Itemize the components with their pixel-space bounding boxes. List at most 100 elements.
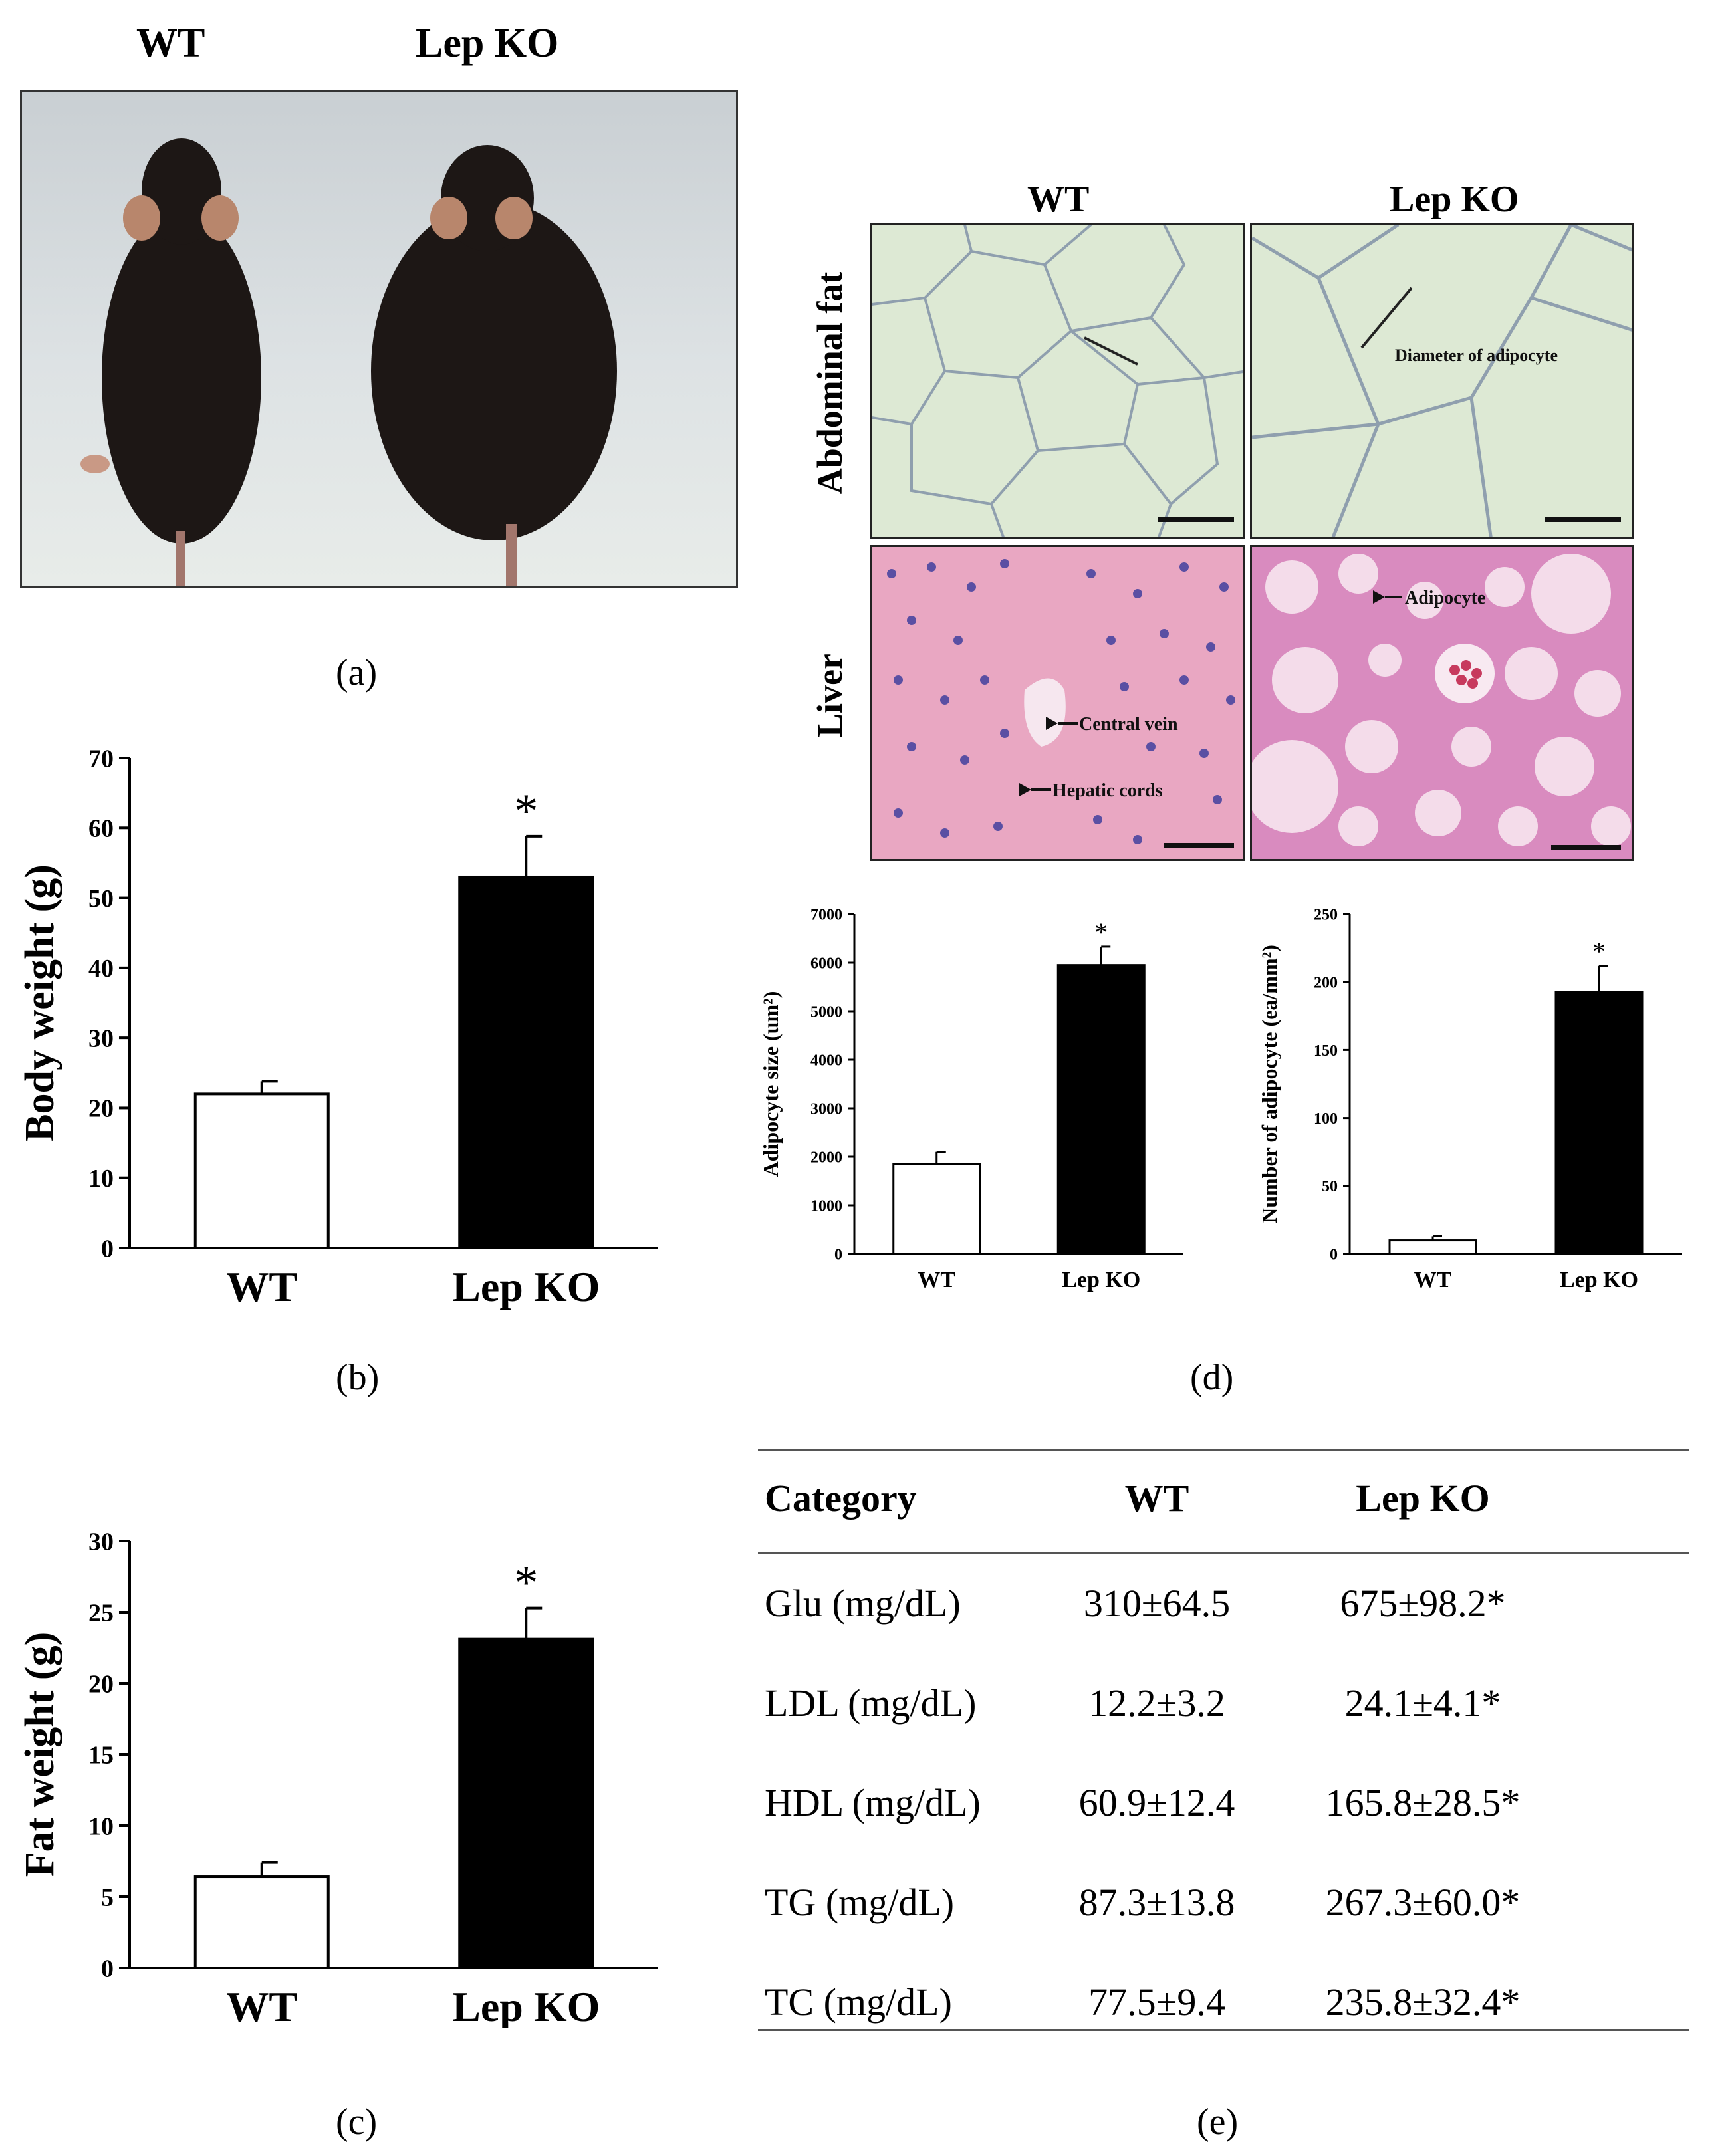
- bar-lep-ko: [458, 1637, 594, 1969]
- nucleus-dot: [1133, 589, 1142, 598]
- wt-mouse: [80, 138, 261, 586]
- annotation-diameter: Diameter of adipocyte: [1395, 346, 1558, 365]
- y-tick-label: 50: [1322, 1178, 1338, 1195]
- ko-mouse: [371, 145, 617, 586]
- table-cell: 24.1±4.1*: [1344, 1681, 1501, 1725]
- wt-fat-cells: [872, 225, 1243, 537]
- category-label: Lep KO: [1062, 1268, 1140, 1292]
- table-cell: 310±64.5: [1083, 1582, 1231, 1625]
- nucleus-dot: [1226, 695, 1235, 705]
- table-row-label: TC (mg/dL): [765, 1980, 952, 2024]
- bar-wt: [193, 1092, 330, 1249]
- panel-d-ko-label: Lep KO: [1390, 179, 1519, 220]
- chart-d1: 0 1000 2000 3000 4000 5000 6000 7000 WT * Lep KO Ad…: [759, 906, 1183, 1292]
- panel-a-wt-label: WT: [136, 21, 205, 66]
- category-label: Lep KO: [1560, 1268, 1638, 1292]
- significance-star: *: [514, 784, 538, 838]
- nucleus-dot: [967, 582, 976, 592]
- y-tick-label: 70: [88, 745, 114, 773]
- caption-e: (e): [1197, 2101, 1239, 2143]
- y-tick-label: 0: [101, 1955, 114, 1982]
- table-cell: 235.8±32.4*: [1325, 1980, 1521, 2024]
- bar-wt: [1388, 1239, 1477, 1255]
- nucleus-dot: [1000, 559, 1009, 568]
- nucleus-dot: [960, 755, 969, 765]
- bar-lep-ko: [1554, 991, 1644, 1255]
- bar-wt: [193, 1875, 330, 1969]
- panel-a-ko-label: Lep KO: [416, 21, 559, 66]
- nucleus-dot: [1086, 569, 1096, 578]
- y-axis-label: Adipocyte size (um²): [759, 991, 783, 1177]
- nucleus-dot: [887, 569, 896, 578]
- nucleus-dot: [993, 822, 1003, 831]
- row-label-liver: Liver: [810, 654, 850, 737]
- caption-b: (b): [336, 1357, 380, 1398]
- micrograph-wt-liver: Central vein Hepatic cords: [870, 545, 1245, 861]
- y-tick-label: 25: [88, 1599, 114, 1627]
- nucleus-dot: [1213, 795, 1222, 804]
- y-tick-label: 150: [1314, 1042, 1338, 1060]
- wt-liver-cells: Central vein Hepatic cords: [887, 559, 1235, 848]
- nucleus-dot: [1160, 629, 1169, 638]
- table-header-rule: [758, 1552, 1689, 1554]
- nucleus-dot: [1000, 729, 1009, 738]
- nucleus-dot: [1106, 636, 1116, 645]
- nucleus-dot: [940, 828, 949, 838]
- category-label: WT: [918, 1268, 955, 1292]
- y-tick-label: 4000: [810, 1052, 842, 1069]
- nucleus-dot: [1093, 815, 1102, 824]
- y-tick-label: 200: [1314, 975, 1338, 992]
- y-tick-label: 5: [101, 1883, 114, 1911]
- table-row-label: LDL (mg/dL): [765, 1681, 977, 1725]
- category-label: Lep KO: [452, 1263, 600, 1310]
- table-row-label: HDL (mg/dL): [765, 1781, 981, 1824]
- y-tick-label: 30: [88, 1528, 114, 1556]
- y-tick-label: 0: [1330, 1246, 1338, 1263]
- nucleus-dot: [980, 675, 989, 685]
- table-bottom-rule: [758, 2029, 1689, 2031]
- bar-lep-ko: [458, 875, 594, 1249]
- table-cell: 267.3±60.0*: [1325, 1881, 1521, 1924]
- table-header-cell: Category: [765, 1477, 917, 1520]
- annotation-central-vein: Central vein: [1079, 714, 1178, 735]
- y-axis-label: Number of adipocyte (ea/mm²): [1257, 945, 1281, 1223]
- y-tick-label: 0: [834, 1246, 842, 1263]
- nucleus-dot: [927, 562, 936, 572]
- y-axis-label: Body weight (g): [17, 864, 62, 1141]
- y-tick-label: 20: [88, 1095, 114, 1123]
- y-tick-label: 40: [88, 955, 114, 983]
- significance-star: *: [514, 1556, 538, 1610]
- mouse-photo: [20, 90, 738, 588]
- table-row-label: Glu (mg/dL): [765, 1582, 961, 1625]
- table-header-cell: Lep KO: [1356, 1477, 1490, 1520]
- bar-wt: [892, 1163, 981, 1255]
- y-tick-label: 20: [88, 1670, 114, 1698]
- y-tick-label: 1000: [810, 1197, 842, 1215]
- mouse-photo-drawing: [80, 138, 617, 586]
- y-tick-label: 0: [101, 1235, 114, 1262]
- y-tick-label: 15: [88, 1741, 114, 1769]
- table-cell: 77.5±9.4: [1088, 1980, 1225, 2024]
- chart-d2: 0 50 100 150 200 250 WT * Lep KO Number of adipoc…: [1257, 906, 1682, 1292]
- nucleus-dot: [940, 695, 949, 705]
- nucleus-dot: [953, 636, 963, 645]
- y-tick-label: 30: [88, 1024, 114, 1052]
- y-tick-label: 5000: [810, 1003, 842, 1020]
- micrograph-ko-liver: Adipocyte: [1250, 545, 1634, 861]
- chart-c: 0 5 10 15 20 25 30 WT * Lep KO Fat weight (g): [17, 1528, 658, 2028]
- panel-e-table: Category WT Lep KO Glu (mg/dL) 310±64.5 675±9…: [758, 1449, 1689, 2048]
- micrograph-wt-fat: [870, 223, 1245, 539]
- annotation-hepatic-cords: Hepatic cords: [1052, 780, 1163, 801]
- nucleus-dot: [1146, 742, 1156, 751]
- caption-c: (c): [336, 2101, 378, 2143]
- y-tick-label: 250: [1314, 906, 1338, 923]
- significance-star: *: [1094, 917, 1108, 947]
- y-tick-label: 7000: [810, 906, 842, 923]
- nucleus-dot: [1120, 682, 1129, 691]
- y-tick-label: 2000: [810, 1149, 842, 1166]
- nucleus-dot: [1179, 562, 1189, 572]
- y-tick-label: 10: [88, 1165, 114, 1193]
- category-label: WT: [226, 1263, 297, 1310]
- nucleus-dot: [1133, 835, 1142, 844]
- y-tick-label: 50: [88, 885, 114, 913]
